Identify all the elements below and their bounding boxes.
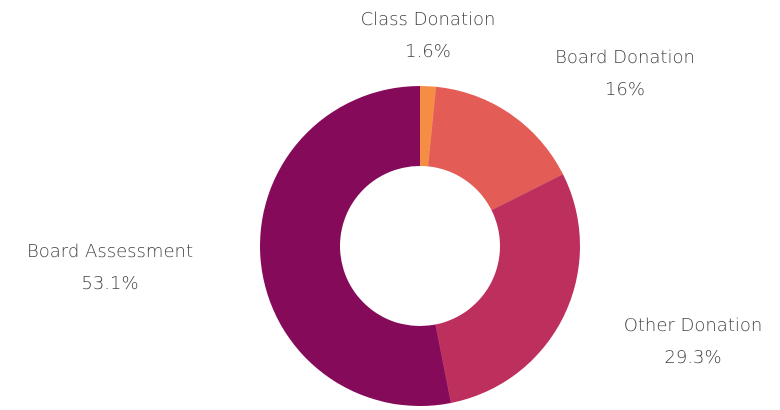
donut-slice (260, 86, 451, 406)
slice-value-label: 16% (605, 79, 645, 100)
donut-slice (435, 174, 580, 403)
slice-value-label: 29.3% (664, 347, 721, 368)
slice-label: Other Donation (624, 315, 763, 336)
slice-value-label: 53.1% (81, 273, 138, 294)
slice-label: Class Donation (361, 9, 496, 30)
slice-value-label: 1.6% (405, 41, 451, 62)
slice-label: Board Assessment (27, 241, 193, 262)
slice-label: Board Donation (555, 47, 695, 68)
donut-slice (428, 86, 564, 211)
donut-slice (420, 86, 437, 167)
